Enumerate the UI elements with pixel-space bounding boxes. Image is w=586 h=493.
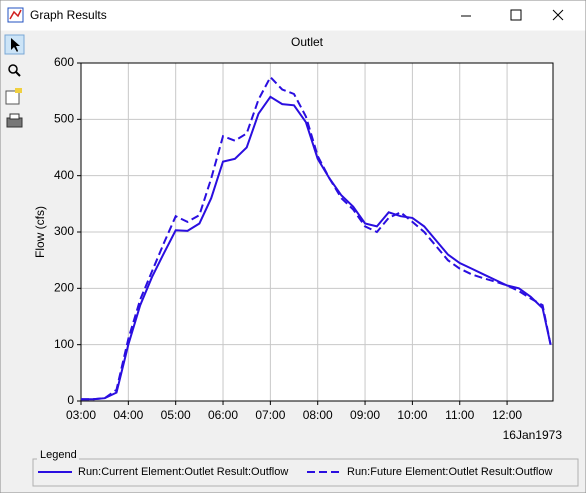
legend-label: Run:Future Element:Outlet Result:Outflow	[347, 466, 552, 478]
y-tick-label: 600	[54, 55, 74, 69]
close-button[interactable]	[552, 9, 564, 21]
y-tick-label: 0	[67, 393, 74, 407]
chart-title: Outlet	[291, 35, 324, 49]
pointer-icon	[11, 38, 20, 52]
legend-label: Run:Current Element:Outlet Result:Outflo…	[78, 466, 288, 478]
x-tick-label: 11:00	[445, 408, 474, 422]
y-tick-label: 100	[54, 337, 74, 351]
print-icon	[9, 113, 20, 120]
window-title: Graph Results	[30, 8, 107, 22]
x-tick-label: 07:00	[255, 408, 285, 422]
properties-icon	[15, 88, 22, 93]
x-tick-label: 12:00	[492, 408, 522, 422]
y-tick-label: 500	[54, 112, 74, 126]
maximize-button[interactable]	[510, 9, 522, 21]
y-tick-label: 400	[54, 168, 74, 182]
legend-title-bg	[37, 449, 79, 461]
x-tick-label: 09:00	[350, 408, 380, 422]
legend-title: Legend	[40, 449, 77, 461]
x-axis-date: 16Jan1973	[503, 428, 563, 442]
y-axis-label: Flow (cfs)	[33, 206, 47, 258]
plot-border	[80, 62, 554, 402]
series-line	[81, 75, 552, 401]
zoom-tool[interactable]	[8, 64, 18, 74]
app-icon	[7, 7, 24, 23]
legend-box	[32, 458, 579, 487]
properties-tool[interactable]	[5, 90, 20, 105]
x-tick-label: 04:00	[113, 408, 143, 422]
y-tick-label: 300	[54, 224, 74, 238]
y-tick-label: 200	[54, 281, 74, 295]
x-tick-label: 08:00	[303, 408, 333, 422]
x-tick-label: 05:00	[161, 408, 191, 422]
title-bar	[0, 0, 586, 31]
x-tick-label: 03:00	[66, 408, 96, 422]
toolbar	[4, 34, 25, 128]
x-tick-label: 06:00	[208, 408, 238, 422]
zoom-icon	[15, 71, 21, 77]
series-line	[81, 95, 552, 401]
x-tick-label: 10:00	[397, 408, 427, 422]
